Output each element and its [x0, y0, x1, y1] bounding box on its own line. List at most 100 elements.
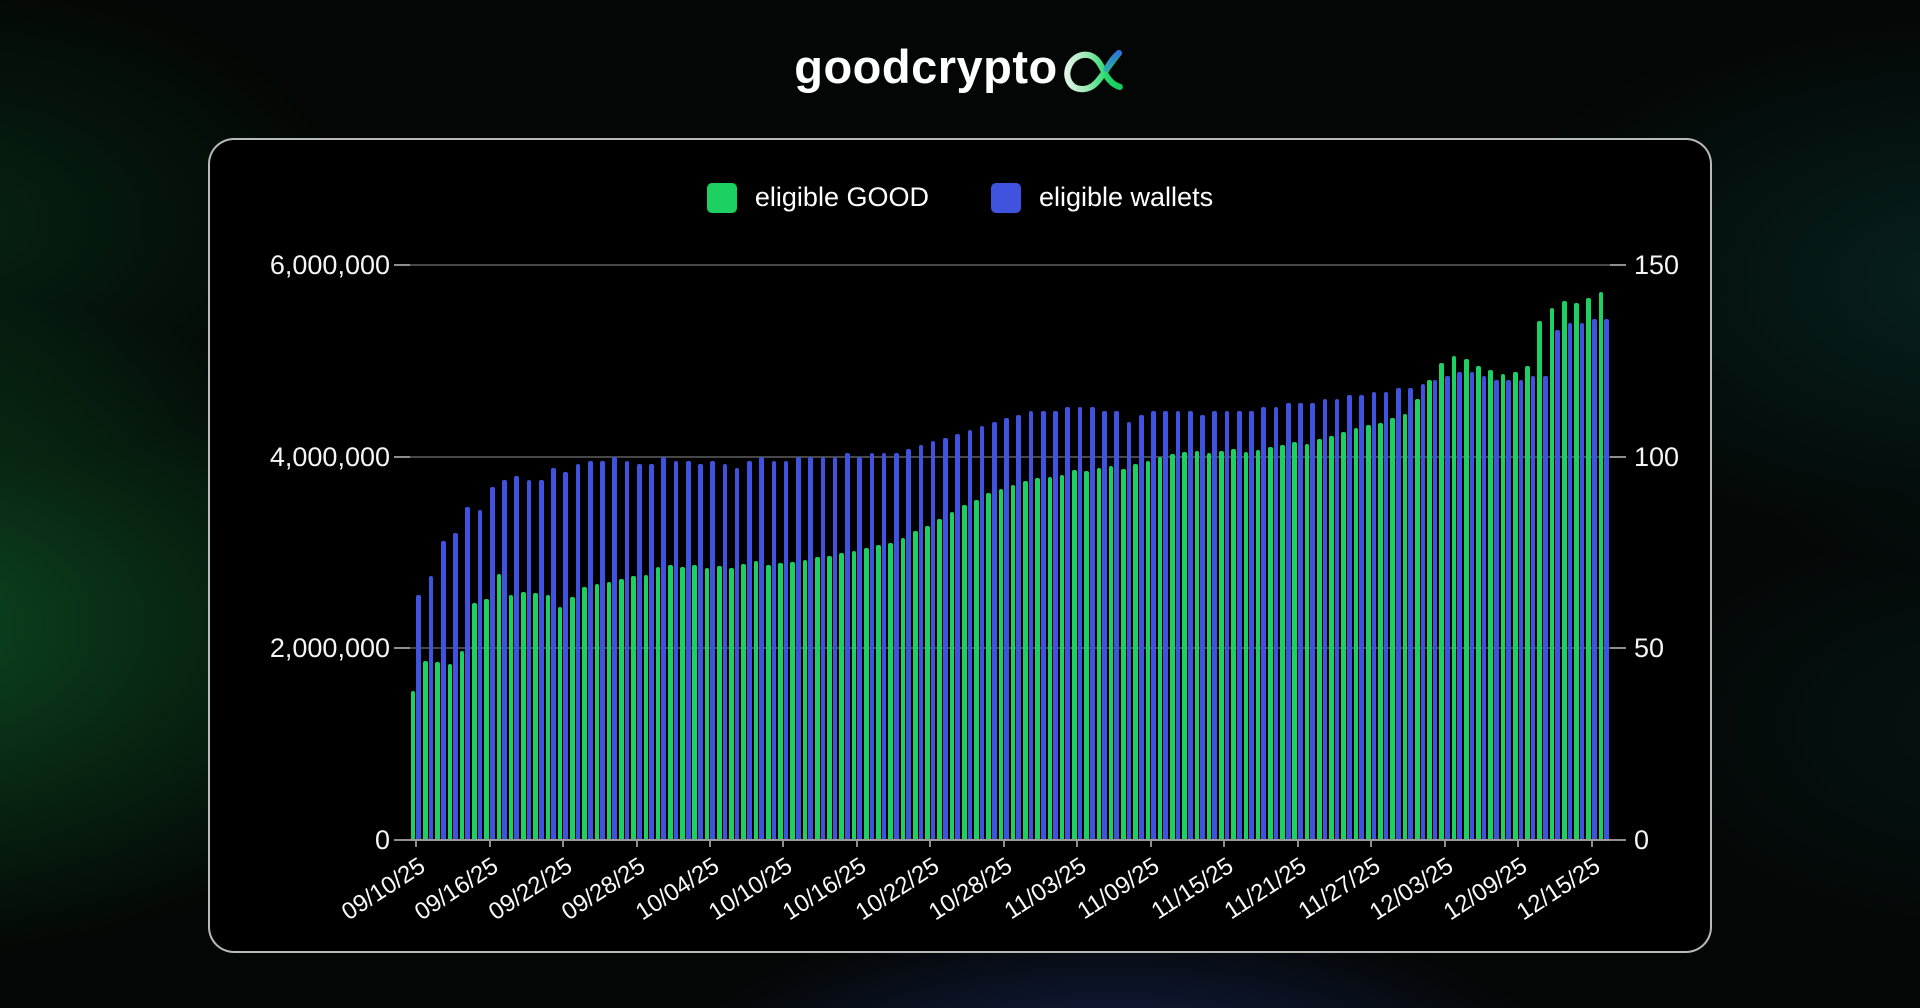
bar-eligible-wallets[interactable] — [1273, 406, 1279, 840]
bar-eligible-wallets[interactable] — [992, 422, 997, 840]
bar-eligible-good[interactable] — [949, 512, 955, 840]
bar-eligible-wallets[interactable] — [551, 468, 556, 840]
bar-eligible-good[interactable] — [1329, 435, 1334, 840]
bar-eligible-good[interactable] — [1353, 427, 1359, 840]
bar-eligible-wallets[interactable] — [1163, 410, 1169, 840]
bar-eligible-good[interactable] — [1072, 470, 1077, 840]
bar-eligible-good[interactable] — [1402, 413, 1408, 840]
bar-eligible-wallets[interactable] — [1445, 376, 1450, 840]
bar-eligible-wallets[interactable] — [428, 575, 434, 840]
bar-eligible-wallets[interactable] — [1102, 410, 1107, 840]
bar-eligible-good[interactable] — [1170, 453, 1175, 840]
bar-eligible-good[interactable] — [1304, 444, 1310, 840]
bar-eligible-good[interactable] — [1463, 358, 1469, 840]
bar-eligible-good[interactable] — [1365, 425, 1371, 840]
bar-eligible-good[interactable] — [1561, 301, 1567, 840]
bar-eligible-wallets[interactable] — [747, 460, 752, 840]
bar-eligible-good[interactable] — [729, 567, 734, 840]
bar-eligible-wallets[interactable] — [1138, 414, 1144, 840]
bar-eligible-good[interactable] — [496, 573, 502, 840]
bar-eligible-wallets[interactable] — [1089, 406, 1095, 840]
bar-eligible-good[interactable] — [961, 504, 967, 840]
bar-eligible-good[interactable] — [1255, 449, 1261, 840]
bar-eligible-good[interactable] — [570, 596, 575, 840]
bar-eligible-good[interactable] — [1268, 447, 1273, 840]
bar-eligible-good[interactable] — [863, 547, 869, 840]
bar-eligible-good[interactable] — [802, 560, 808, 840]
bar-eligible-wallets[interactable] — [600, 460, 605, 840]
bar-eligible-wallets[interactable] — [502, 479, 507, 840]
bar-eligible-wallets[interactable] — [894, 452, 899, 840]
bar-eligible-good[interactable] — [998, 489, 1004, 840]
bar-eligible-good[interactable] — [459, 651, 465, 840]
bar-eligible-wallets[interactable] — [857, 456, 862, 840]
bar-eligible-good[interactable] — [1574, 303, 1579, 840]
bar-eligible-wallets[interactable] — [820, 456, 826, 840]
bar-eligible-wallets[interactable] — [1383, 391, 1389, 840]
bar-eligible-good[interactable] — [1133, 464, 1138, 840]
bar-eligible-wallets[interactable] — [1053, 410, 1058, 840]
bar-eligible-good[interactable] — [888, 542, 894, 840]
bar-eligible-good[interactable] — [1047, 476, 1053, 840]
bar-eligible-good[interactable] — [900, 538, 906, 840]
bar-eligible-good[interactable] — [1010, 485, 1016, 840]
bar-eligible-good[interactable] — [1023, 480, 1028, 840]
bar-eligible-good[interactable] — [594, 584, 600, 840]
bar-eligible-wallets[interactable] — [710, 460, 715, 840]
bar-eligible-wallets[interactable] — [1298, 403, 1303, 840]
bar-eligible-good[interactable] — [423, 660, 428, 840]
bar-eligible-wallets[interactable] — [1555, 330, 1560, 840]
bar-eligible-good[interactable] — [508, 594, 514, 840]
bar-eligible-good[interactable] — [619, 579, 624, 840]
bar-eligible-wallets[interactable] — [1579, 322, 1585, 840]
bar-eligible-wallets[interactable] — [734, 468, 740, 840]
bar-eligible-good[interactable] — [925, 525, 930, 840]
bar-eligible-wallets[interactable] — [1530, 376, 1536, 840]
bar-eligible-good[interactable] — [582, 587, 587, 840]
bar-eligible-good[interactable] — [1292, 442, 1298, 840]
bar-eligible-good[interactable] — [680, 566, 685, 840]
bar-eligible-wallets[interactable] — [1494, 380, 1499, 840]
bar-eligible-good[interactable] — [692, 564, 698, 840]
bar-eligible-wallets[interactable] — [649, 464, 654, 840]
bar-eligible-wallets[interactable] — [1285, 403, 1291, 840]
bar-eligible-good[interactable] — [1096, 468, 1102, 840]
bar-eligible-good[interactable] — [876, 544, 881, 840]
bar-eligible-good[interactable] — [1108, 466, 1114, 840]
bar-eligible-wallets[interactable] — [1359, 395, 1364, 840]
bar-eligible-good[interactable] — [839, 552, 845, 840]
bar-eligible-good[interactable] — [643, 574, 649, 840]
bar-eligible-wallets[interactable] — [1408, 387, 1413, 840]
bar-eligible-wallets[interactable] — [416, 594, 422, 840]
bar-eligible-wallets[interactable] — [661, 456, 667, 840]
bar-eligible-wallets[interactable] — [1420, 383, 1426, 840]
bar-eligible-wallets[interactable] — [673, 460, 679, 840]
bar-eligible-wallets[interactable] — [624, 460, 630, 840]
bar-eligible-good[interactable] — [447, 663, 453, 840]
bar-eligible-wallets[interactable] — [1506, 380, 1511, 840]
bar-eligible-wallets[interactable] — [685, 460, 691, 840]
bar-eligible-good[interactable] — [790, 562, 796, 840]
bar-eligible-wallets[interactable] — [1151, 410, 1156, 840]
bar-eligible-wallets[interactable] — [514, 475, 520, 840]
bar-eligible-wallets[interactable] — [1334, 399, 1340, 840]
bar-eligible-wallets[interactable] — [796, 456, 801, 840]
bar-eligible-wallets[interactable] — [453, 533, 458, 840]
bar-eligible-wallets[interactable] — [563, 472, 569, 840]
bar-eligible-wallets[interactable] — [612, 456, 618, 840]
bar-eligible-wallets[interactable] — [1481, 376, 1487, 840]
bar-eligible-good[interactable] — [1206, 452, 1212, 840]
bar-eligible-good[interactable] — [1231, 449, 1236, 840]
legend-item-eligible-good[interactable]: eligible GOOD — [706, 182, 929, 213]
bar-eligible-good[interactable] — [814, 557, 820, 840]
bar-eligible-wallets[interactable] — [1432, 380, 1438, 840]
bar-eligible-wallets[interactable] — [1175, 410, 1181, 840]
bar-eligible-good[interactable] — [1280, 445, 1285, 840]
bar-eligible-wallets[interactable] — [1200, 414, 1205, 840]
bar-eligible-wallets[interactable] — [783, 460, 789, 840]
bar-eligible-wallets[interactable] — [759, 456, 764, 840]
bar-eligible-good[interactable] — [1586, 297, 1591, 840]
bar-eligible-good[interactable] — [741, 564, 747, 840]
bar-eligible-wallets[interactable] — [1396, 387, 1401, 840]
bar-eligible-good[interactable] — [1512, 372, 1518, 840]
